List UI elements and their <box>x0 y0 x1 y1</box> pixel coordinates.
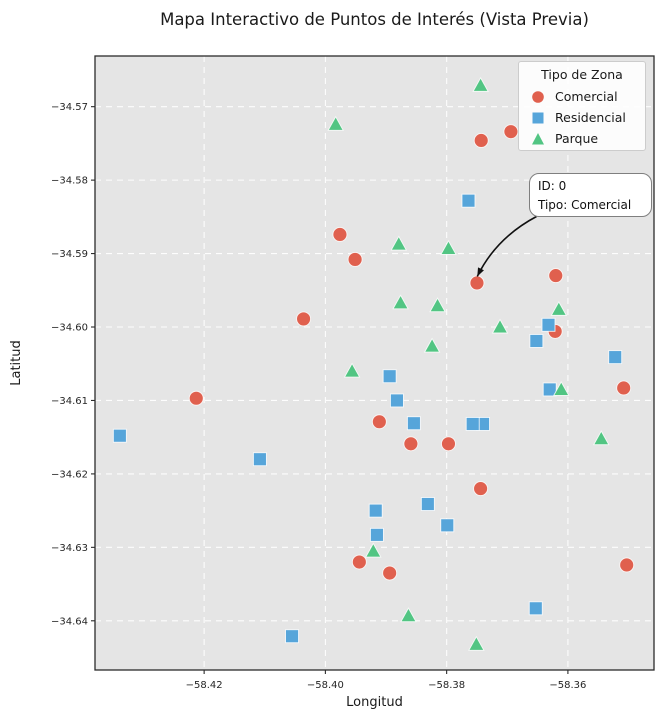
data-point-parque <box>365 542 382 558</box>
y-tick-label: −34.58 <box>51 176 88 187</box>
data-point-parque <box>472 76 489 92</box>
data-point-residencial <box>440 518 455 533</box>
data-point-comercial <box>332 227 348 242</box>
data-point-residencial <box>465 417 480 431</box>
data-point-comercial <box>616 380 632 396</box>
data-point-comercial <box>473 133 489 148</box>
y-tick-label: −34.63 <box>51 543 88 554</box>
legend-item-parque: Parque <box>519 128 645 149</box>
data-point-comercial <box>371 414 387 430</box>
plot-frame <box>94 55 655 671</box>
data-point-comercial <box>347 251 363 267</box>
y-tick-label: −34.59 <box>51 249 88 260</box>
data-point-residencial <box>420 497 435 511</box>
data-point-parque <box>440 239 457 255</box>
data-point-comercial <box>503 124 519 140</box>
data-point-parque <box>550 300 568 316</box>
circle-marker-icon <box>532 90 544 103</box>
x-tick-label: −58.40 <box>307 680 344 691</box>
chart-title: Mapa Interactivo de Puntos de Interés (V… <box>160 10 589 29</box>
annotation-line-tipo: Tipo: Comercial <box>538 198 632 212</box>
data-point-parque <box>327 115 344 131</box>
annotation-arrowhead <box>477 267 484 277</box>
y-tick-label: −34.60 <box>51 323 88 334</box>
data-point-residencial <box>382 369 397 384</box>
x-tick-label: −58.36 <box>549 680 586 691</box>
data-point-parque <box>429 297 446 313</box>
x-tick-label: −58.42 <box>186 680 223 691</box>
data-point-parque <box>343 362 361 378</box>
annotation-line-id: ID: 0 <box>538 179 567 193</box>
data-point-parque <box>468 635 485 651</box>
data-point-residencial <box>528 601 543 616</box>
data-point-parque <box>390 235 408 251</box>
data-point-comercial <box>351 554 367 570</box>
triangle-marker-icon <box>532 132 544 144</box>
y-tick-label: −34.64 <box>51 616 88 627</box>
legend-items: Comercial Residencial Parque <box>519 86 645 149</box>
data-point-residencial <box>252 452 267 467</box>
legend: Tipo de Zona Comercial Residencial Parque <box>518 61 646 151</box>
data-point-parque <box>491 318 509 334</box>
x-axis-label: Longitud <box>346 695 403 710</box>
legend-title: Tipo de Zona <box>541 67 623 82</box>
data-point-residencial <box>608 350 623 365</box>
legend-label: Residencial <box>555 110 626 125</box>
data-point-comercial <box>441 436 456 452</box>
data-point-residencial <box>368 503 383 518</box>
y-tick-label: −34.61 <box>51 396 88 407</box>
data-point-parque <box>400 607 417 623</box>
data-point-parque <box>592 430 610 446</box>
data-point-residencial <box>389 393 404 408</box>
data-point-parque <box>392 294 409 310</box>
legend-label: Parque <box>555 131 599 146</box>
data-point-residencial <box>529 334 544 348</box>
data-point-comercial <box>619 557 635 573</box>
square-marker-icon <box>532 112 544 123</box>
y-axis-label: Latitud <box>9 340 24 386</box>
x-tick-label: −58.38 <box>428 680 465 691</box>
data-point-residencial <box>461 193 476 208</box>
legend-label: Comercial <box>555 89 618 104</box>
annotation-tooltip: ID: 0 Tipo: Comercial <box>529 173 652 217</box>
legend-item-comercial: Comercial <box>519 86 645 107</box>
data-point-residencial <box>112 428 127 443</box>
data-point-residencial <box>406 416 421 431</box>
data-point-comercial <box>382 565 398 581</box>
data-point-comercial <box>403 436 419 452</box>
y-tick-label: −34.57 <box>51 102 88 113</box>
plot-background <box>95 56 654 670</box>
legend-item-residencial: Residencial <box>519 107 645 128</box>
data-point-residencial <box>541 317 556 332</box>
data-point-comercial <box>473 481 489 497</box>
data-point-residencial <box>285 629 299 644</box>
data-point-comercial <box>469 275 485 291</box>
data-point-residencial <box>369 527 384 542</box>
y-tick-label: −34.62 <box>51 469 88 480</box>
data-point-parque <box>552 381 570 396</box>
data-point-parque <box>423 337 441 353</box>
data-point-comercial <box>548 268 564 284</box>
data-point-residencial <box>542 382 557 397</box>
data-point-comercial <box>296 311 312 327</box>
data-point-comercial <box>188 390 204 406</box>
